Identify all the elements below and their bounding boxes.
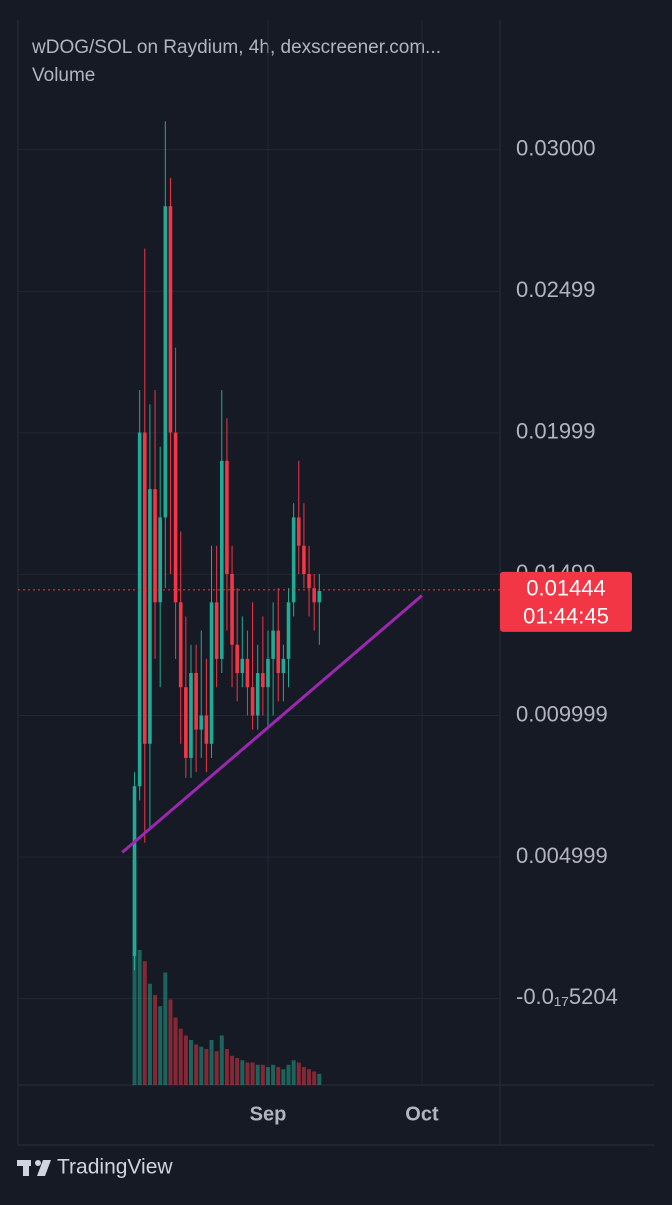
y-tick-label: 0.01999	[516, 419, 596, 444]
volume-bar	[296, 1062, 301, 1085]
volume-bar	[265, 1067, 270, 1085]
y-tick-label: 0.03000	[516, 135, 596, 160]
volume-label: Volume	[32, 65, 95, 86]
volume-bar	[204, 1049, 209, 1085]
volume-bar	[235, 1058, 240, 1085]
volume-bar	[168, 999, 173, 1085]
x-tick-label: Oct	[405, 1103, 439, 1125]
volume-bar	[147, 983, 152, 1085]
candle-body	[214, 602, 219, 659]
candle-body	[184, 687, 188, 758]
volume-bar	[260, 1064, 265, 1085]
volume-bar	[307, 1069, 312, 1085]
volume-bar	[173, 1017, 178, 1085]
candle-body	[317, 590, 322, 603]
last-price-box	[500, 571, 632, 632]
volume-bar	[137, 950, 142, 1085]
volume-bar	[214, 1051, 219, 1085]
volume-bar	[224, 1049, 229, 1085]
trendline	[121, 594, 423, 854]
volume-bar	[317, 1073, 322, 1085]
candle-body	[291, 517, 296, 603]
candle-body	[250, 687, 255, 716]
candle-body	[225, 460, 229, 575]
volume-bar	[188, 1040, 193, 1085]
candle-body	[173, 432, 178, 603]
candle-body	[137, 432, 142, 787]
candle-body	[189, 673, 193, 758]
y-tick-label: 0.009999	[516, 701, 608, 726]
candle-body	[158, 517, 162, 603]
candle-body	[296, 517, 301, 546]
candle-body	[209, 602, 214, 744]
candle-body	[194, 673, 198, 730]
tradingview-logo	[17, 1160, 51, 1176]
volume-bar	[183, 1035, 188, 1085]
volume-bar	[255, 1064, 260, 1085]
volume-bar	[158, 1006, 163, 1085]
volume-bar	[312, 1071, 317, 1085]
candle-body	[276, 630, 281, 674]
volume-bar	[142, 961, 147, 1085]
y-tick-label: 0.004999	[516, 843, 608, 868]
candle-body	[302, 545, 306, 575]
candle-body	[142, 432, 147, 744]
volume-bar	[219, 1035, 224, 1085]
candle-body	[168, 206, 173, 433]
volume-bar	[178, 1028, 183, 1085]
candle-body	[219, 460, 224, 659]
last-price-label: 0.01444	[526, 576, 606, 601]
volume-bar	[209, 1040, 214, 1085]
volume-bar	[199, 1046, 204, 1085]
y-tick-label: 0.02499	[516, 277, 596, 302]
volume-bar	[240, 1060, 245, 1085]
countdown: 01:44:45	[523, 604, 609, 629]
volume-bar	[286, 1064, 291, 1085]
candle-body	[266, 658, 270, 688]
volume-bar	[291, 1060, 296, 1085]
volume-bar	[163, 972, 168, 1085]
volume-bar	[271, 1064, 276, 1085]
candle-body	[235, 644, 239, 674]
candle-body	[281, 658, 286, 674]
candle-body	[148, 489, 152, 744]
volume-bar	[276, 1067, 281, 1085]
candle-body	[312, 588, 316, 603]
candle-body	[245, 658, 250, 688]
candle-body	[204, 715, 209, 744]
candle-body	[163, 206, 168, 518]
y-tick-label: -0.0₁₇5204	[516, 984, 618, 1009]
candle-body	[153, 489, 157, 603]
candle-body	[271, 630, 275, 659]
brand: TradingView	[57, 1156, 173, 1179]
volume-bar	[132, 860, 137, 1085]
volume-bar	[250, 1062, 255, 1085]
x-tick-label: Sep	[250, 1103, 287, 1125]
volume-bar	[194, 1044, 199, 1085]
candle-body	[240, 658, 245, 674]
candle-body	[230, 574, 234, 645]
candle-body	[255, 673, 260, 716]
candle-body	[178, 602, 183, 688]
volume-bar	[230, 1055, 235, 1085]
candle-body	[199, 715, 204, 730]
volume-bar	[245, 1062, 250, 1085]
volume-bar	[281, 1069, 286, 1085]
candle-body	[286, 602, 291, 659]
candle-body	[261, 673, 265, 688]
volume-bar	[153, 995, 158, 1085]
candle-body	[132, 786, 137, 956]
volume-bar	[301, 1067, 306, 1085]
chart-title: wDOG/SOL on Raydium, 4h, dexscreener.com…	[31, 37, 441, 58]
candle-body	[307, 574, 311, 589]
